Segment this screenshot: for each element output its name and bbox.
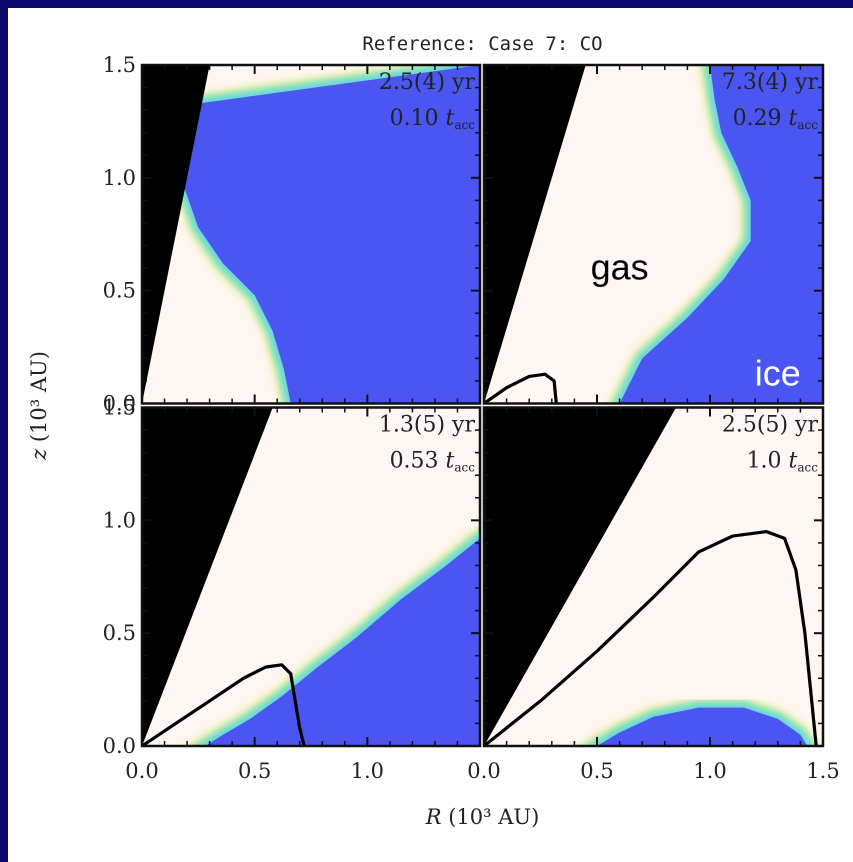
- x-tick-label: 0.0: [125, 759, 158, 783]
- panel-time-label: 2.5(5) yr: [722, 413, 819, 438]
- gas-label: gas: [591, 246, 649, 287]
- y-tick-label: 1.0: [103, 508, 136, 532]
- ice-label: ice: [755, 352, 801, 393]
- panel-plot-area: [142, 65, 480, 404]
- ice-region: [619, 65, 823, 404]
- ice-region: [205, 538, 480, 746]
- x-axis-title: R (10³ AU): [425, 805, 540, 829]
- panel-plot-area: [484, 65, 823, 404]
- outflow-cavity: [142, 407, 273, 746]
- x-tick-label: 0.0: [467, 759, 500, 783]
- panel-tacc-label: 1.0 tacc: [747, 449, 819, 475]
- panel-plot-area: [484, 407, 823, 746]
- x-tick-label: 1.0: [693, 759, 726, 783]
- figure-frame: 2.5(4) yr 0.10 tacc 7.3(4) yr 0.29 tacc gas i…: [8, 8, 853, 862]
- y-axis-title: z (10³ AU): [27, 351, 51, 461]
- outflow-cavity: [142, 65, 210, 404]
- contour-line: [142, 663, 306, 746]
- panel-bottom-right: [482, 406, 825, 748]
- panel-time-label: 7.3(4) yr: [722, 70, 819, 95]
- x-tick-label: 0.5: [580, 759, 613, 783]
- y-tick-label: 1.5: [103, 396, 136, 420]
- x-tick-label: 0.5: [238, 759, 271, 783]
- panel-tacc-label: 0.29 tacc: [733, 106, 819, 132]
- chart-title: Reference: Case 7: CO: [362, 33, 602, 55]
- y-tick-label: 0.0: [103, 392, 136, 416]
- ice-region: [178, 65, 480, 404]
- panel-tacc-label: 0.53 tacc: [390, 449, 476, 475]
- y-tick-label: 0.0: [103, 734, 136, 758]
- x-tick-label: 1.0: [351, 759, 384, 783]
- outflow-cavity: [484, 407, 677, 746]
- y-tick-label: 0.5: [103, 279, 136, 303]
- ice-region: [597, 707, 808, 746]
- panel-time-label: 2.5(4) yr: [379, 70, 476, 95]
- outflow-cavity: [484, 65, 586, 404]
- panel-bottom-left: [140, 406, 482, 748]
- panel-frame: [482, 63, 825, 405]
- panel-plot-area: [142, 407, 480, 746]
- panel-frame: [140, 406, 482, 748]
- panel-tacc-label: 0.10 tacc: [390, 106, 476, 132]
- y-tick-label: 0.5: [103, 621, 136, 645]
- contour-line: [484, 529, 818, 746]
- panel-top-left: [140, 63, 482, 405]
- panel-time-label: 1.3(5) yr: [379, 413, 476, 438]
- panel-frame: [140, 63, 482, 405]
- y-tick-label: 1.0: [103, 166, 136, 190]
- chart-svg: 2.5(4) yr 0.10 tacc 7.3(4) yr 0.29 tacc gas i…: [27, 33, 840, 829]
- panel-frame: [482, 406, 825, 748]
- contour-line: [484, 372, 558, 404]
- panel-top-right: [482, 63, 825, 405]
- x-tick-label: 1.5: [806, 759, 839, 783]
- y-tick-label: 1.5: [103, 53, 136, 77]
